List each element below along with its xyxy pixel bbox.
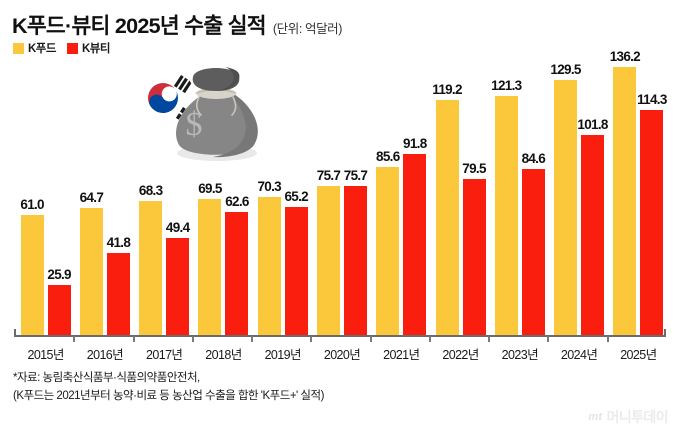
bar-group: 64.7 41.8 (80, 60, 131, 336)
bar-kfood-2015년[interactable]: 61.0 (20, 197, 45, 336)
bar-value-label: 84.6 (521, 150, 546, 166)
bar-group: 121.3 84.6 (491, 60, 546, 336)
bar-kbeauty-2018년[interactable]: 62.6 (225, 194, 249, 336)
bar-value-label: 114.3 (637, 91, 667, 107)
x-axis-label-2015년: 2015년 (27, 348, 64, 362)
bar-value-label: 119.2 (432, 82, 462, 98)
bar-value-label: 41.8 (106, 235, 131, 251)
x-axis-tick (132, 336, 135, 342)
bar-kfood-2018년[interactable]: 69.5 (198, 181, 222, 336)
bar-value-label: 91.8 (403, 136, 427, 152)
bar-kfood-2021년[interactable]: 85.6 (376, 149, 400, 336)
x-axis-label-2017년: 2017년 (146, 348, 183, 362)
bar-kfood-2020년[interactable]: 75.7 (317, 168, 341, 336)
x-axis-label-2022년: 2022년 (442, 348, 479, 362)
bar-kfood-2024년[interactable]: 129.5 (550, 62, 581, 336)
x-axis-label-2020년: 2020년 (323, 348, 361, 362)
plot-area: 61.0 25.9 64.7 41.8 68.3 49.4 69.5 62.6 70.3 65.2… (14, 49, 667, 336)
x-axis-baseline (14, 335, 666, 337)
bar-group: 85.6 91.8 (376, 60, 427, 336)
bar-kfood-2017년[interactable]: 68.3 (139, 183, 163, 336)
bar-kfood-2022년[interactable]: 119.2 (432, 82, 462, 336)
x-axis-tick (73, 336, 76, 342)
bar-value-label: 121.3 (491, 78, 522, 94)
legend-label-kfood: K푸드 (28, 43, 56, 55)
watermark: mt 머니투데이 (588, 407, 668, 427)
x-axis-label-2023년: 2023년 (501, 348, 539, 362)
bar-kbeauty-2022년[interactable]: 79.5 (462, 161, 486, 336)
bar-group: 136.2 114.3 (610, 49, 667, 336)
bar-kbeauty-2021년[interactable]: 91.8 (403, 136, 427, 336)
bar-group: 75.7 75.7 (317, 60, 368, 336)
bar-kbeauty-2019년[interactable]: 65.2 (284, 189, 309, 336)
bar-group: 119.2 79.5 (432, 60, 486, 336)
bar-group: 68.3 49.4 (139, 60, 190, 336)
axis-cap-right (664, 329, 666, 336)
x-axis-label-2025년: 2025년 (620, 348, 657, 362)
page-title: K푸드·뷰티 2025년 수출 실적 (12, 14, 267, 38)
bar-value-label: 25.9 (47, 266, 71, 282)
bar-kfood-2023년[interactable]: 121.3 (491, 78, 522, 336)
bar-kbeauty-2015년[interactable]: 25.9 (47, 267, 72, 336)
bar-value-label: 136.2 (609, 48, 641, 64)
header: K푸드·뷰티 2025년 수출 실적 (단위: 억달러) (12, 9, 342, 40)
bar-value-label: 85.6 (376, 148, 400, 164)
chart-legend: K푸드 K뷰티 (13, 40, 110, 56)
bar-kbeauty-2016년[interactable]: 41.8 (107, 235, 131, 336)
bar-kfood-2019년[interactable]: 70.3 (257, 179, 282, 336)
x-axis-tick (251, 336, 254, 342)
x-axis-tick (606, 336, 609, 342)
bar-group: 69.5 62.6 (198, 60, 249, 336)
x-axis-label-2024년: 2024년 (560, 348, 598, 362)
footnote-line-2: (K푸드는 2021년부터 농약·비료 등 농산업 수출을 합한 'K푸드+' … (13, 389, 324, 402)
x-axis-tick (191, 336, 194, 342)
watermark-text: 머니투데이 (606, 409, 669, 425)
bar-group: 61.0 25.9 (20, 60, 72, 336)
bar-value-label: 75.7 (343, 168, 368, 184)
axis-cap-left (14, 329, 16, 336)
bar-kbeauty-2017년[interactable]: 49.4 (166, 220, 190, 336)
footnote-line-1: *자료: 농림축산식품부·식품의약품안전처, (13, 372, 200, 384)
bar-value-label: 101.8 (577, 116, 608, 132)
bar-value-label: 61.0 (20, 197, 44, 213)
x-axis-tick (547, 336, 550, 342)
legend-swatch-kfood (13, 42, 24, 54)
bar-value-label: 75.7 (316, 168, 341, 184)
bar-kbeauty-2023년[interactable]: 84.6 (522, 151, 546, 336)
bar-value-label: 129.5 (550, 61, 581, 77)
bar-value-label: 70.3 (257, 178, 281, 194)
bar-group: 70.3 65.2 (257, 60, 309, 336)
bar-kbeauty-2020년[interactable]: 75.7 (344, 168, 368, 336)
x-axis-tick (488, 336, 491, 342)
bar-value-label: 79.5 (462, 160, 486, 176)
bar-value-label: 62.6 (225, 194, 249, 210)
watermark-mark: mt (588, 411, 603, 423)
bar-kfood-2016년[interactable]: 64.7 (80, 190, 104, 336)
x-axis-label-2018년: 2018년 (205, 348, 242, 362)
legend-item-kbeauty: K뷰티 (66, 40, 110, 56)
x-axis-tick (310, 336, 313, 342)
footnote: *자료: 농림축산식품부·식품의약품안전처, (K푸드는 2021년부터 농약·… (13, 370, 324, 406)
x-axis-tick (428, 336, 431, 342)
bar-group: 129.5 101.8 (550, 60, 608, 336)
bar-value-label: 69.5 (198, 180, 222, 196)
x-axis-label-2019년: 2019년 (264, 348, 302, 362)
bar-value-label: 49.4 (165, 220, 190, 236)
bar-kfood-2025년[interactable]: 136.2 (610, 49, 641, 336)
x-axis-label-2016년: 2016년 (86, 348, 124, 362)
bar-kbeauty-2024년[interactable]: 101.8 (577, 117, 608, 336)
legend-swatch-kbeauty (66, 42, 78, 54)
x-axis-tick (369, 336, 372, 342)
bar-value-label: 64.7 (79, 190, 104, 205)
bar-value-label: 68.3 (138, 182, 163, 198)
legend-item-kfood: K푸드 (13, 40, 56, 56)
bar-value-label: 65.2 (284, 189, 308, 205)
x-axis-label-2021년: 2021년 (383, 348, 420, 362)
unit-note: (단위: 억달러) (272, 22, 343, 36)
bar-kbeauty-2025년[interactable]: 114.3 (637, 92, 667, 336)
legend-label-kbeauty: K뷰티 (81, 43, 110, 55)
